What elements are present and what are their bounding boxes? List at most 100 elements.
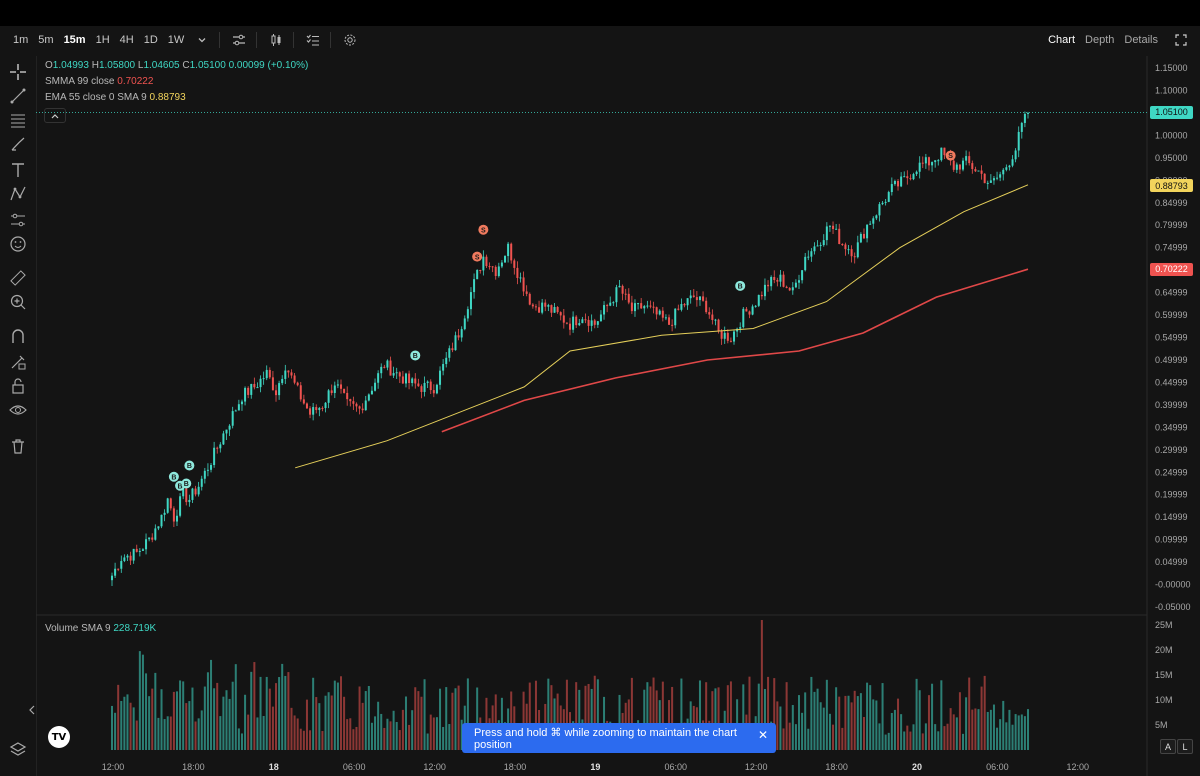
volume-bar — [946, 723, 949, 750]
smma-price-tag: 0.70222 — [1150, 262, 1193, 276]
volume-legend[interactable]: Volume SMA 9 228.719K — [45, 623, 156, 634]
horizontal-lines-icon[interactable] — [8, 110, 28, 130]
volume-bar — [847, 695, 850, 750]
lock-drawing-icon[interactable] — [8, 352, 28, 372]
ruler-icon[interactable] — [8, 268, 28, 288]
candle-body — [844, 244, 847, 250]
timeframe-1m[interactable]: 1m — [13, 34, 29, 46]
tab-depth[interactable]: Depth — [1085, 34, 1115, 46]
candle-body — [355, 403, 358, 407]
candle-body — [887, 192, 890, 202]
toolbar-divider — [219, 32, 221, 48]
volume-bar — [287, 672, 290, 750]
volume-bar — [265, 676, 268, 750]
indicators-icon[interactable] — [228, 29, 250, 51]
magnet-icon[interactable] — [8, 326, 28, 346]
candle-body — [847, 249, 850, 251]
candle-body — [528, 293, 531, 305]
candle-body — [705, 300, 708, 313]
brush-icon[interactable] — [8, 134, 28, 154]
candle-body — [550, 305, 553, 313]
timeframe-5m[interactable]: 5m — [38, 34, 54, 46]
zoom-in-icon[interactable] — [8, 292, 28, 312]
candle-body — [302, 399, 305, 404]
close-icon[interactable]: ✕ — [757, 728, 768, 742]
candle-body — [562, 315, 565, 323]
volume-bar — [816, 688, 819, 750]
auto-scale-button[interactable]: A — [1160, 739, 1176, 754]
layers-icon[interactable] — [8, 740, 28, 760]
candle-body — [903, 176, 906, 178]
sell-marker — [472, 251, 483, 262]
tab-chart[interactable]: Chart — [1048, 34, 1076, 46]
candle-body — [386, 360, 389, 368]
volume-bar — [145, 673, 148, 750]
ema-value: 0.88793 — [149, 92, 186, 103]
candle-body — [986, 182, 989, 184]
text-icon[interactable] — [8, 160, 28, 180]
candle-body — [380, 366, 383, 374]
candle-body — [290, 372, 293, 376]
candle-body — [934, 160, 937, 163]
candle-body — [810, 251, 813, 257]
volume-bar — [175, 691, 178, 750]
eye-icon[interactable] — [8, 400, 28, 420]
fullscreen-icon[interactable] — [1170, 29, 1192, 51]
candle-body — [578, 323, 581, 326]
volume-bar — [825, 679, 828, 750]
buy-marker — [184, 460, 195, 471]
candle-body — [581, 319, 584, 324]
collapse-left-icon[interactable] — [27, 700, 37, 720]
candle-body — [1023, 113, 1026, 123]
trend-line-icon[interactable] — [8, 86, 28, 106]
timeframe-1d[interactable]: 1D — [143, 34, 158, 46]
volume-bar — [321, 731, 324, 750]
volume-bar — [432, 717, 435, 750]
ema-legend[interactable]: EMA 55 close 0 SMA 9 0.88793 — [45, 92, 186, 103]
candle-body — [463, 318, 466, 330]
crosshair-icon[interactable] — [8, 62, 28, 82]
smma-legend[interactable]: SMMA 99 close 0.70222 — [45, 76, 153, 87]
volume-bar — [151, 688, 154, 750]
prediction-icon[interactable] — [8, 210, 28, 230]
candle-body — [754, 305, 757, 307]
candle-body — [321, 407, 324, 409]
candle-body — [875, 215, 878, 219]
candle-body — [244, 387, 247, 402]
timeframe-1w[interactable]: 1W — [167, 34, 185, 46]
volume-bar — [160, 689, 163, 750]
candles-icon[interactable] — [265, 29, 287, 51]
checklist-icon[interactable] — [302, 29, 324, 51]
settings-icon[interactable] — [339, 29, 361, 51]
timeframe-4h[interactable]: 4H — [119, 34, 134, 46]
volume-bar — [423, 679, 426, 750]
legend-collapse-button[interactable] — [44, 108, 66, 123]
volume-bar — [906, 725, 909, 750]
candle-body — [897, 180, 900, 187]
tab-details[interactable]: Details — [1124, 34, 1158, 46]
candle-body — [624, 293, 627, 295]
chevron-down-icon[interactable] — [191, 29, 213, 51]
volume-bar — [389, 721, 392, 750]
candle-body — [519, 277, 522, 279]
timeframe-15m[interactable]: 15m — [63, 34, 86, 46]
emoji-icon[interactable] — [8, 234, 28, 254]
time-axis-label: 06:00 — [343, 762, 366, 772]
candle-body — [141, 549, 144, 551]
candle-body — [983, 173, 986, 184]
log-scale-button[interactable]: L — [1177, 739, 1193, 754]
candle-body — [123, 557, 126, 562]
candle-body — [612, 302, 615, 304]
candle-body — [194, 488, 197, 495]
candle-body — [120, 561, 123, 569]
trash-icon[interactable] — [8, 436, 28, 456]
volume-bar — [965, 697, 968, 750]
candle-body — [801, 270, 804, 281]
volume-bar — [157, 717, 160, 750]
volume-bar — [1005, 722, 1008, 750]
volume-bar — [1002, 700, 1005, 750]
timeframe-1h[interactable]: 1H — [95, 34, 110, 46]
tradingview-logo[interactable]: TV — [48, 726, 70, 748]
pattern-icon[interactable] — [8, 184, 28, 204]
lock-icon[interactable] — [8, 376, 28, 396]
